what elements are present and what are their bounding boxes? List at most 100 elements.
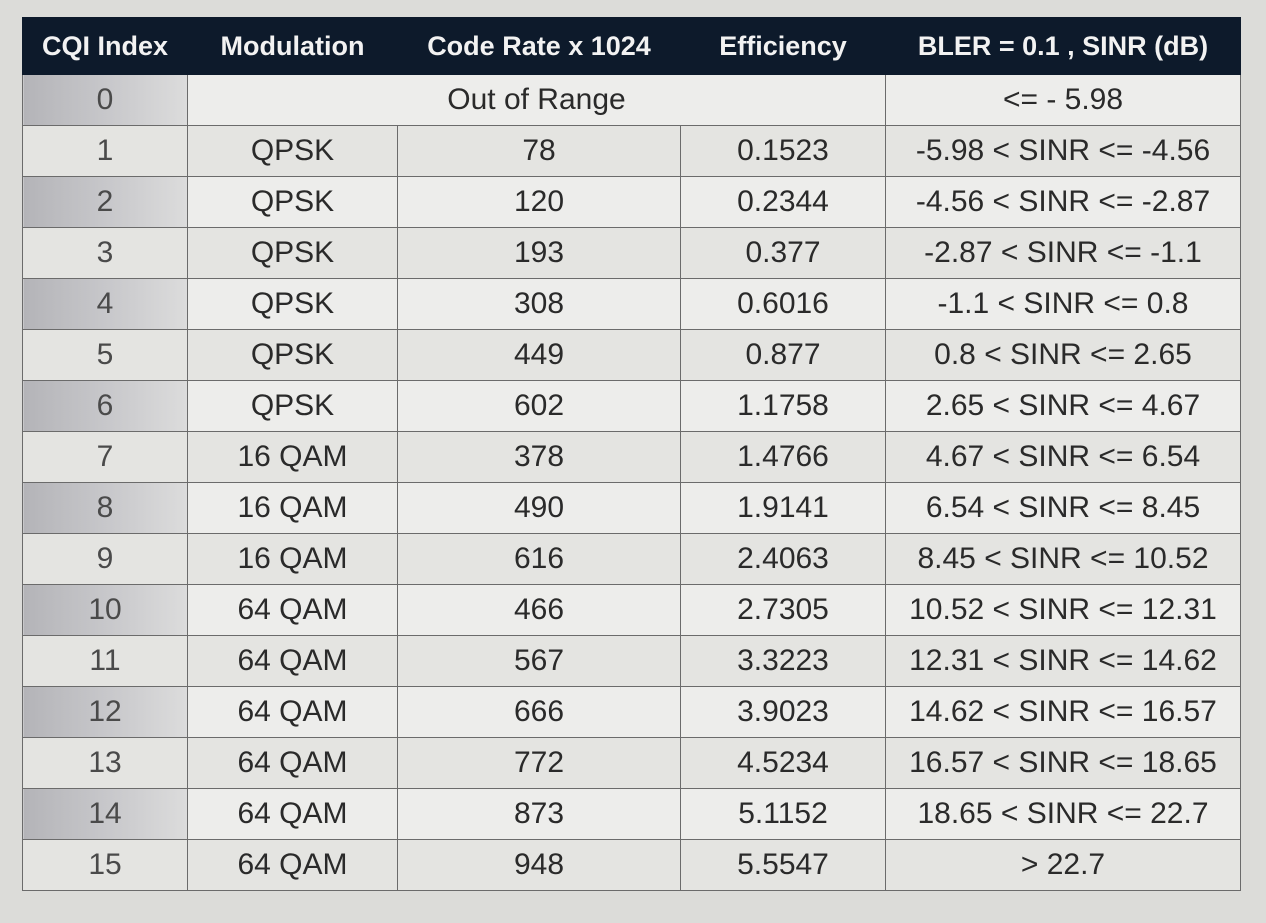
table-body: 0 Out of Range <= - 5.98 1 QPSK 78 0.1523 -5… — [22, 74, 1241, 891]
table-row: 1 QPSK 78 0.1523 -5.98 < SINR <= -4.56 — [22, 125, 1241, 177]
cqi-table: CQI Index Modulation Code Rate x 1024 Ef… — [22, 17, 1241, 891]
modulation-cell: 64 QAM — [187, 839, 398, 891]
sinr-cell: 4.67 < SINR <= 6.54 — [885, 431, 1241, 483]
sinr-cell: 12.31 < SINR <= 14.62 — [885, 635, 1241, 687]
cqi-index-cell: 5 — [22, 329, 188, 381]
modulation-cell: QPSK — [187, 380, 398, 432]
cqi-index-cell: 6 — [22, 380, 188, 432]
header-efficiency: Efficiency — [680, 17, 886, 75]
cqi-index-cell: 1 — [22, 125, 188, 177]
sinr-cell: 14.62 < SINR <= 16.57 — [885, 686, 1241, 738]
sinr-cell: 8.45 < SINR <= 10.52 — [885, 533, 1241, 585]
table-row: 7 16 QAM 378 1.4766 4.67 < SINR <= 6.54 — [22, 431, 1241, 483]
sinr-cell: -2.87 < SINR <= -1.1 — [885, 227, 1241, 279]
sinr-cell: 16.57 < SINR <= 18.65 — [885, 737, 1241, 789]
cqi-index-cell: 14 — [22, 788, 188, 840]
efficiency-cell: 1.4766 — [680, 431, 886, 483]
efficiency-cell: 3.9023 — [680, 686, 886, 738]
cqi-index-cell: 4 — [22, 278, 188, 330]
code-rate-cell: 567 — [397, 635, 681, 687]
cqi-index-cell: 13 — [22, 737, 188, 789]
sinr-cell: <= - 5.98 — [885, 74, 1241, 126]
sinr-cell: 10.52 < SINR <= 12.31 — [885, 584, 1241, 636]
code-rate-cell: 378 — [397, 431, 681, 483]
efficiency-cell: 2.4063 — [680, 533, 886, 585]
sinr-cell: -4.56 < SINR <= -2.87 — [885, 176, 1241, 228]
out-of-range-cell: Out of Range — [187, 74, 886, 126]
modulation-cell: 64 QAM — [187, 788, 398, 840]
header-modulation: Modulation — [187, 17, 398, 75]
modulation-cell: 64 QAM — [187, 737, 398, 789]
modulation-cell: 16 QAM — [187, 533, 398, 585]
modulation-cell: QPSK — [187, 278, 398, 330]
table-row: 13 64 QAM 772 4.5234 16.57 < SINR <= 18.65 — [22, 737, 1241, 789]
code-rate-cell: 490 — [397, 482, 681, 534]
table-row: 11 64 QAM 567 3.3223 12.31 < SINR <= 14.62 — [22, 635, 1241, 687]
code-rate-cell: 449 — [397, 329, 681, 381]
modulation-cell: QPSK — [187, 176, 398, 228]
table-row: 8 16 QAM 490 1.9141 6.54 < SINR <= 8.45 — [22, 482, 1241, 534]
table-row-out-of-range: 0 Out of Range <= - 5.98 — [22, 74, 1241, 126]
code-rate-cell: 666 — [397, 686, 681, 738]
table-row: 6 QPSK 602 1.1758 2.65 < SINR <= 4.67 — [22, 380, 1241, 432]
modulation-cell: QPSK — [187, 125, 398, 177]
code-rate-cell: 78 — [397, 125, 681, 177]
efficiency-cell: 0.377 — [680, 227, 886, 279]
code-rate-cell: 948 — [397, 839, 681, 891]
header-sinr: BLER = 0.1 , SINR (dB) — [885, 17, 1241, 75]
efficiency-cell: 1.1758 — [680, 380, 886, 432]
efficiency-cell: 5.5547 — [680, 839, 886, 891]
sinr-cell: > 22.7 — [885, 839, 1241, 891]
sinr-cell: 2.65 < SINR <= 4.67 — [885, 380, 1241, 432]
code-rate-cell: 873 — [397, 788, 681, 840]
efficiency-cell: 4.5234 — [680, 737, 886, 789]
efficiency-cell: 0.6016 — [680, 278, 886, 330]
sinr-cell: 6.54 < SINR <= 8.45 — [885, 482, 1241, 534]
code-rate-cell: 466 — [397, 584, 681, 636]
table-row: 9 16 QAM 616 2.4063 8.45 < SINR <= 10.52 — [22, 533, 1241, 585]
cqi-index-cell: 9 — [22, 533, 188, 585]
cqi-index-cell: 8 — [22, 482, 188, 534]
sinr-cell: -5.98 < SINR <= -4.56 — [885, 125, 1241, 177]
code-rate-cell: 616 — [397, 533, 681, 585]
modulation-cell: 64 QAM — [187, 584, 398, 636]
cqi-index-cell: 10 — [22, 584, 188, 636]
efficiency-cell: 0.2344 — [680, 176, 886, 228]
code-rate-cell: 120 — [397, 176, 681, 228]
table-row: 10 64 QAM 466 2.7305 10.52 < SINR <= 12.31 — [22, 584, 1241, 636]
code-rate-cell: 602 — [397, 380, 681, 432]
efficiency-cell: 0.877 — [680, 329, 886, 381]
efficiency-cell: 2.7305 — [680, 584, 886, 636]
cqi-index-cell: 15 — [22, 839, 188, 891]
modulation-cell: QPSK — [187, 329, 398, 381]
cqi-index-cell: 7 — [22, 431, 188, 483]
table-row: 12 64 QAM 666 3.9023 14.62 < SINR <= 16.57 — [22, 686, 1241, 738]
table-row: 5 QPSK 449 0.877 0.8 < SINR <= 2.65 — [22, 329, 1241, 381]
modulation-cell: 16 QAM — [187, 482, 398, 534]
efficiency-cell: 1.9141 — [680, 482, 886, 534]
sinr-cell: -1.1 < SINR <= 0.8 — [885, 278, 1241, 330]
table-row: 4 QPSK 308 0.6016 -1.1 < SINR <= 0.8 — [22, 278, 1241, 330]
table-header: CQI Index Modulation Code Rate x 1024 Ef… — [22, 17, 1241, 75]
cqi-index-cell: 12 — [22, 686, 188, 738]
code-rate-cell: 193 — [397, 227, 681, 279]
efficiency-cell: 5.1152 — [680, 788, 886, 840]
cqi-index-cell: 11 — [22, 635, 188, 687]
efficiency-cell: 0.1523 — [680, 125, 886, 177]
table-row: 14 64 QAM 873 5.1152 18.65 < SINR <= 22.7 — [22, 788, 1241, 840]
modulation-cell: 64 QAM — [187, 635, 398, 687]
cqi-index-cell: 2 — [22, 176, 188, 228]
table-row: 2 QPSK 120 0.2344 -4.56 < SINR <= -2.87 — [22, 176, 1241, 228]
table-row: 15 64 QAM 948 5.5547 > 22.7 — [22, 839, 1241, 891]
code-rate-cell: 772 — [397, 737, 681, 789]
modulation-cell: QPSK — [187, 227, 398, 279]
cqi-index-cell: 3 — [22, 227, 188, 279]
header-row: CQI Index Modulation Code Rate x 1024 Ef… — [22, 17, 1241, 75]
table-row: 3 QPSK 193 0.377 -2.87 < SINR <= -1.1 — [22, 227, 1241, 279]
modulation-cell: 16 QAM — [187, 431, 398, 483]
efficiency-cell: 3.3223 — [680, 635, 886, 687]
sinr-cell: 0.8 < SINR <= 2.65 — [885, 329, 1241, 381]
header-code-rate: Code Rate x 1024 — [397, 17, 681, 75]
modulation-cell: 64 QAM — [187, 686, 398, 738]
cqi-index-cell: 0 — [22, 74, 188, 126]
